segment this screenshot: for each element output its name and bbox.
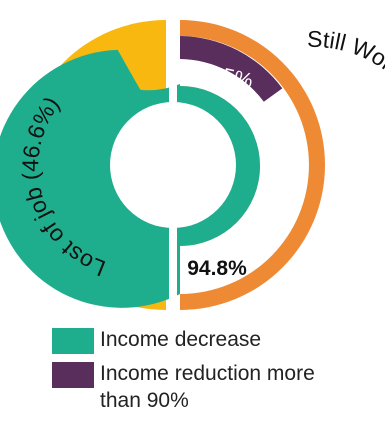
separator-purple-green xyxy=(179,59,264,107)
legend-label-income-reduction: Income reduction more than 90% xyxy=(100,362,315,412)
legend-item-income-reduction: Income reduction more than 90% xyxy=(52,360,320,414)
legend-swatch-income-reduction xyxy=(52,362,94,388)
label-income-decrease: 94.8% xyxy=(187,257,247,280)
legend-label-income-decrease: Income decrease xyxy=(100,328,262,351)
legend-item-income-decrease: Income decrease xyxy=(52,326,320,354)
legend-swatch-income-decrease xyxy=(52,328,94,354)
slice-still-working xyxy=(180,20,325,310)
slice-income-reduction xyxy=(180,36,283,102)
legend: Income decrease Income reduction more th… xyxy=(52,326,320,420)
center-hole xyxy=(110,102,236,228)
